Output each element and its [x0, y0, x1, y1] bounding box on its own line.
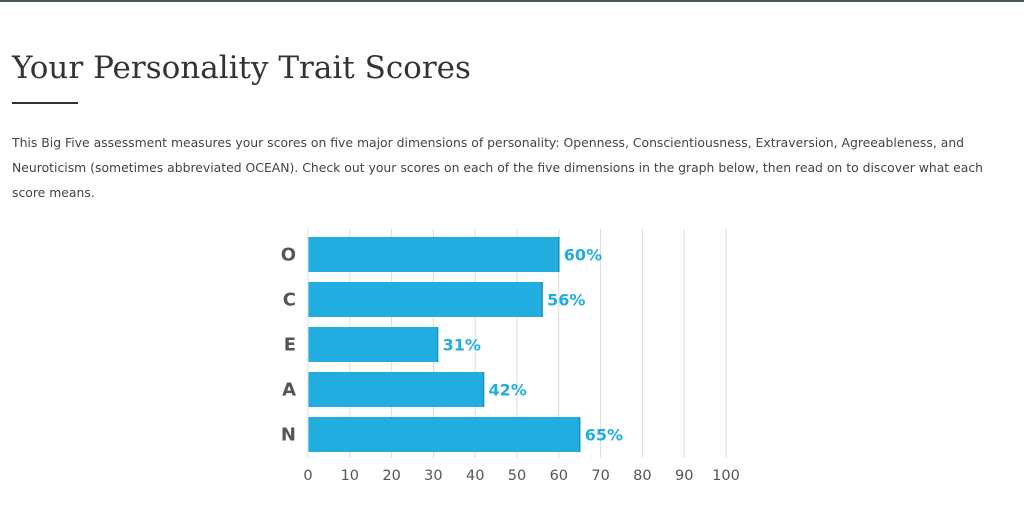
x-tick-label: 70: [591, 468, 609, 484]
x-tick-label: 30: [424, 468, 442, 484]
category-label: N: [281, 425, 296, 446]
x-tick-label: 100: [712, 468, 740, 484]
bar: [308, 327, 438, 362]
bars: [307, 229, 581, 458]
top-rule: [0, 0, 1024, 2]
x-tick-label: 40: [466, 468, 484, 484]
intro-paragraph: This Big Five assessment measures your s…: [12, 135, 983, 200]
category-label: C: [283, 290, 296, 311]
value-label: 56%: [547, 291, 585, 310]
category-label: E: [284, 335, 296, 356]
bar: [308, 282, 543, 317]
x-tick-label: 10: [341, 468, 359, 484]
bar: [308, 417, 580, 452]
title-underline: [12, 102, 78, 104]
value-label: 42%: [489, 381, 527, 400]
bar: [308, 237, 559, 272]
value-label: 31%: [443, 336, 481, 355]
page-title: Your Personality Trait Scores: [12, 50, 471, 86]
x-tick-label: 50: [508, 468, 526, 484]
category-label: A: [282, 380, 296, 401]
x-tick-label: 80: [633, 468, 651, 484]
labels: 0 10 20 30 40 50 60 70 80 90 100 O 60% C 56% E 31% A 42% N 6…: [281, 245, 740, 485]
bar: [308, 372, 484, 407]
x-tick-label: 60: [550, 468, 568, 484]
x-tick-label: 90: [675, 468, 693, 484]
x-tick-label: 20: [382, 468, 400, 484]
category-label: O: [281, 245, 296, 266]
x-tick-label: 0: [303, 468, 312, 484]
value-label: 60%: [564, 246, 602, 265]
value-label: 65%: [585, 426, 623, 445]
